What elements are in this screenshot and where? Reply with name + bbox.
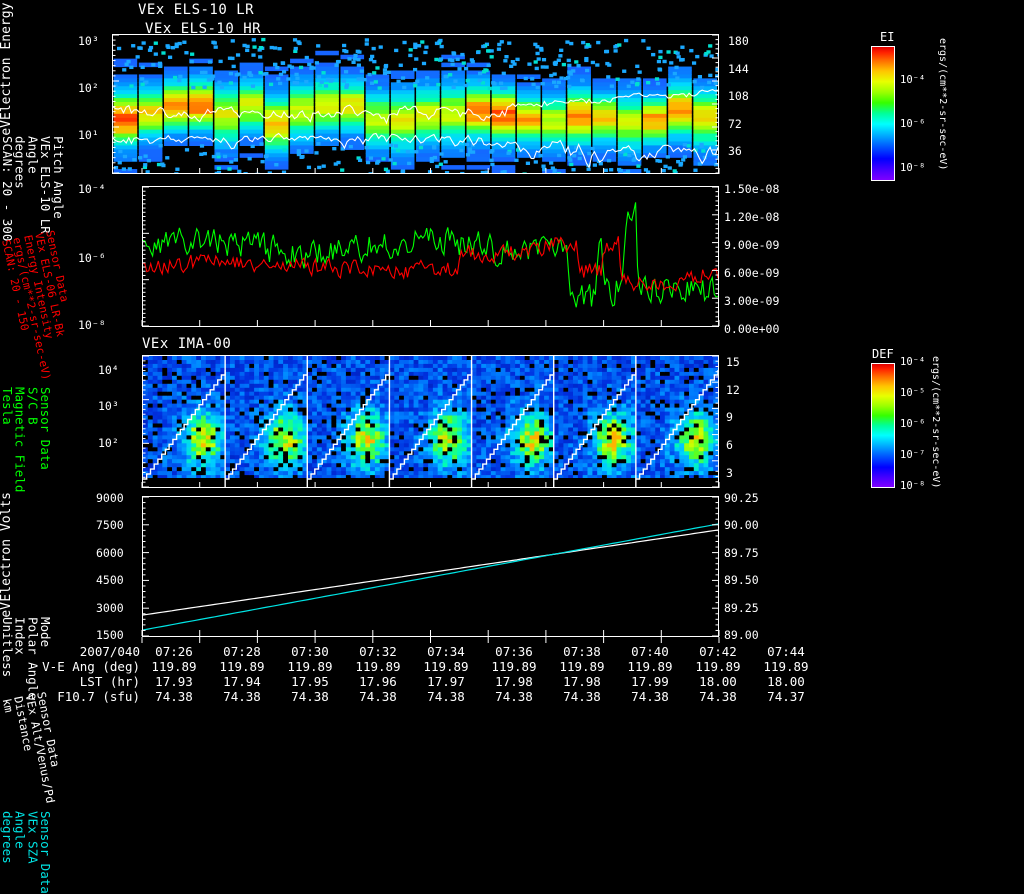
panel4-right-axis-label: Sensor Data VEx SZA Angle degrees bbox=[0, 811, 51, 894]
table-cell: 17.97 bbox=[412, 674, 480, 689]
table-row-label: 2007/040 bbox=[10, 644, 140, 659]
table-cell: 07:40 bbox=[616, 644, 684, 659]
table-cell: 07:36 bbox=[480, 644, 548, 659]
table-cell: 74.38 bbox=[140, 689, 208, 704]
table-cell: 74.38 bbox=[616, 689, 684, 704]
table-cell: 07:44 bbox=[752, 644, 820, 659]
table-cell: 74.38 bbox=[684, 689, 752, 704]
table-cell: 74.38 bbox=[344, 689, 412, 704]
table-row-label: LST (hr) bbox=[10, 674, 140, 689]
table-cell: 119.89 bbox=[276, 659, 344, 674]
table-row-label: F10.7 (sfu) bbox=[10, 689, 140, 704]
table-cell: 74.38 bbox=[548, 689, 616, 704]
table-cell: 17.95 bbox=[276, 674, 344, 689]
table-cell: 07:30 bbox=[276, 644, 344, 659]
table-cell: 17.98 bbox=[480, 674, 548, 689]
table-cell: 07:38 bbox=[548, 644, 616, 659]
table-cell: 07:32 bbox=[344, 644, 412, 659]
table-cell: 07:26 bbox=[140, 644, 208, 659]
table-cell: 119.89 bbox=[684, 659, 752, 674]
table-cell: 74.37 bbox=[752, 689, 820, 704]
table-cell: 18.00 bbox=[684, 674, 752, 689]
table-cell: 119.89 bbox=[616, 659, 684, 674]
table-cell: 119.89 bbox=[208, 659, 276, 674]
table-cell: 17.99 bbox=[616, 674, 684, 689]
table-cell: 07:28 bbox=[208, 644, 276, 659]
table-cell: 119.89 bbox=[480, 659, 548, 674]
table-cell: 17.93 bbox=[140, 674, 208, 689]
table-row-label: V-E Ang (deg) bbox=[10, 659, 140, 674]
table-cell: 74.38 bbox=[276, 689, 344, 704]
table-cell: 74.38 bbox=[480, 689, 548, 704]
table-cell: 18.00 bbox=[752, 674, 820, 689]
table-cell: 119.89 bbox=[412, 659, 480, 674]
panel4-left-axis-label: Sensor Data VEx Alt/Venus/Pd Distance km bbox=[0, 691, 67, 809]
table-cell: 119.89 bbox=[140, 659, 208, 674]
table-cell: 74.38 bbox=[208, 689, 276, 704]
table-cell: 17.98 bbox=[548, 674, 616, 689]
table-cell: 07:42 bbox=[684, 644, 752, 659]
table-cell: 119.89 bbox=[752, 659, 820, 674]
table-cell: 17.96 bbox=[344, 674, 412, 689]
table-cell: 74.38 bbox=[412, 689, 480, 704]
axis-tick-rails bbox=[0, 0, 1024, 708]
table-cell: 119.89 bbox=[344, 659, 412, 674]
table-cell: 17.94 bbox=[208, 674, 276, 689]
table-cell: 07:34 bbox=[412, 644, 480, 659]
table-cell: 119.89 bbox=[548, 659, 616, 674]
